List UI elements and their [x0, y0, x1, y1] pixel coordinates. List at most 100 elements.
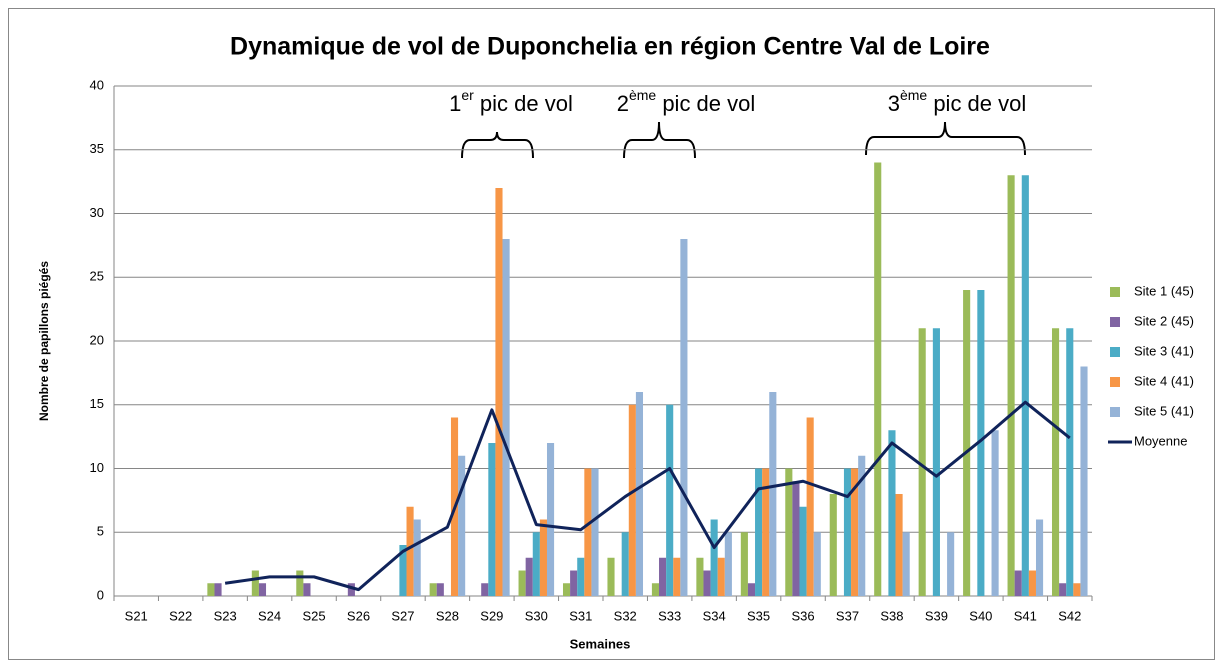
- x-tick-label: S40: [969, 608, 992, 623]
- bar: [539, 519, 547, 596]
- bar: [1028, 570, 1036, 596]
- bar: [747, 583, 756, 596]
- x-tick-label: S39: [925, 608, 948, 623]
- bar: [1014, 570, 1022, 596]
- annotation-superscript: er: [461, 87, 474, 103]
- annotation: 1er pic de vol: [449, 87, 573, 116]
- bar: [680, 239, 688, 596]
- bar: [724, 532, 732, 596]
- bar: [673, 557, 681, 596]
- bar: [577, 557, 585, 596]
- bar: [902, 532, 910, 596]
- y-tick-label: 0: [97, 587, 104, 602]
- x-tick-label: S36: [791, 608, 814, 623]
- bar: [214, 583, 222, 596]
- bar: [296, 570, 304, 596]
- bar: [1035, 519, 1044, 596]
- bar: [570, 570, 578, 596]
- y-tick-label: 5: [97, 524, 104, 539]
- x-tick-label: S37: [836, 608, 859, 623]
- bar: [977, 290, 985, 596]
- y-tick-label: 30: [90, 205, 104, 220]
- bar: [591, 468, 599, 596]
- bar: [303, 583, 311, 596]
- bar: [710, 519, 718, 596]
- bar: [932, 328, 940, 596]
- x-tick-label: S34: [703, 608, 726, 623]
- bar: [413, 519, 421, 596]
- legend-swatch: [1110, 347, 1120, 357]
- bar: [895, 494, 903, 596]
- bar: [406, 506, 414, 596]
- bar: [703, 570, 711, 596]
- bar: [843, 468, 852, 596]
- legend-label: Moyenne: [1134, 433, 1187, 448]
- bar: [666, 404, 674, 596]
- x-tick-label: S31: [569, 608, 592, 623]
- bar: [888, 430, 896, 596]
- x-tick-label: S41: [1014, 608, 1037, 623]
- bar: [628, 404, 636, 596]
- bar: [1080, 366, 1088, 596]
- legend-label: Site 4 (41): [1134, 373, 1194, 388]
- legend-swatch: [1110, 407, 1120, 417]
- x-tick-label: S28: [436, 608, 459, 623]
- annotation-number: 1: [449, 91, 461, 116]
- bracket: [865, 121, 1026, 156]
- x-tick-label: S33: [658, 608, 681, 623]
- bracket: [623, 121, 696, 159]
- bar: [532, 532, 540, 596]
- bracket: [461, 131, 534, 159]
- bar: [481, 583, 489, 596]
- bar: [1007, 175, 1015, 596]
- y-tick-label: 15: [90, 396, 104, 411]
- annotation: 2ème pic de vol: [617, 87, 756, 116]
- bar: [1073, 583, 1081, 596]
- x-tick-label: S29: [480, 608, 503, 623]
- bar: [251, 570, 259, 596]
- line-series: [224, 400, 1071, 592]
- bar: [347, 583, 355, 596]
- x-axis-title: Semaines: [570, 636, 631, 651]
- bar: [495, 188, 503, 596]
- bar: [562, 583, 571, 596]
- y-tick-label: 10: [90, 460, 104, 475]
- annotation-text: pic de vol: [927, 91, 1026, 116]
- annotation-number: 3: [888, 91, 900, 116]
- bar: [799, 506, 807, 596]
- x-tick-label: S26: [347, 608, 370, 623]
- bar: [458, 455, 466, 596]
- bar: [502, 239, 510, 596]
- bar: [607, 557, 615, 596]
- bar: [546, 443, 555, 596]
- bar: [785, 468, 793, 596]
- brackets: [461, 121, 1026, 159]
- y-tick-label: 20: [90, 332, 104, 347]
- bar: [635, 392, 644, 596]
- bar: [399, 545, 407, 596]
- bar: [755, 468, 763, 596]
- bar: [740, 532, 748, 596]
- legend-label: Site 5 (41): [1134, 403, 1194, 418]
- bar: [851, 468, 859, 596]
- bar: [762, 468, 770, 596]
- bar: [488, 443, 496, 596]
- chart-title: Dynamique de vol de Duponchelia en régio…: [230, 33, 990, 61]
- bar: [806, 417, 814, 596]
- bar: [651, 583, 660, 596]
- x-tick-label: S27: [391, 608, 414, 623]
- bar: [659, 557, 667, 596]
- annotation-superscript: ème: [629, 87, 656, 103]
- x-tick-label: S25: [302, 608, 325, 623]
- x-tick-label: S24: [258, 608, 281, 623]
- bar: [1021, 175, 1029, 596]
- bar: [696, 557, 704, 596]
- legend-swatch: [1110, 317, 1120, 327]
- bar: [918, 328, 926, 596]
- bar: [769, 392, 777, 596]
- bar: [429, 583, 437, 596]
- annotation-text: pic de vol: [474, 91, 573, 116]
- x-tick-label: S32: [614, 608, 637, 623]
- annotation-number: 2: [617, 91, 629, 116]
